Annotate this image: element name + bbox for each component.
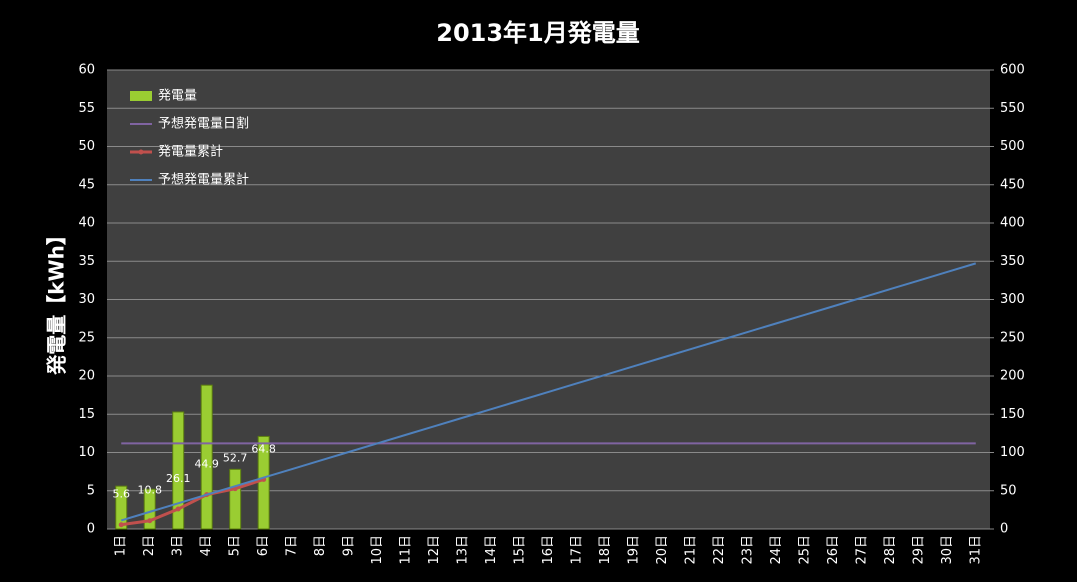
y-tick-label: 25 [78,330,95,345]
chart-title: 2013年1月発電量 [436,19,640,47]
marker [118,522,124,528]
x-tick-label: 23日 [740,535,755,565]
data-label: 5.6 [112,488,130,501]
x-tick-label: 29日 [911,535,926,565]
bar [200,384,213,530]
y-tick-label: 40 [78,216,95,231]
x-tick-label: 31日 [968,535,983,565]
legend-marker [138,149,144,155]
y-tick-label: 35 [78,254,95,269]
y2-tick-label: 400 [1000,216,1025,231]
x-tick-label: 15日 [513,535,528,565]
y2-tick-label: 450 [1000,177,1025,192]
x-tick-label: 26日 [826,535,841,565]
y-tick-label: 50 [78,139,95,154]
y-tick-label: 10 [78,445,95,460]
x-tick-label: 16日 [541,535,556,565]
x-tick-label: 20日 [655,535,670,565]
y-axis-label: 発電量【kWh】 [45,225,69,376]
x-tick-label: 27日 [854,535,869,565]
legend-label: 予想発電量累計 [158,172,249,188]
y2-tick-label: 350 [1000,254,1025,269]
x-tick-label: 13日 [456,535,471,565]
y2-tick-label: 600 [1000,63,1025,78]
bar [229,468,242,530]
x-tick-label: 9日 [342,535,357,556]
y-tick-label: 45 [78,177,95,192]
data-label: 10.8 [137,484,162,497]
bar [172,411,185,530]
y-tick-label: 30 [78,292,95,307]
legend-label: 予想発電量日割 [158,116,249,132]
bar [143,488,156,530]
y-tick-label: 5 [87,483,95,498]
y2-tick-label: 500 [1000,139,1025,154]
x-tick-label: 25日 [797,535,812,565]
y2-tick-label: 50 [1000,483,1017,498]
x-tick-label: 18日 [598,535,613,565]
x-tick-label: 12日 [427,535,442,565]
x-tick-label: 2日 [142,535,157,556]
x-tick-label: 17日 [569,535,584,565]
x-tick-label: 1日 [114,535,129,556]
y2-tick-label: 200 [1000,369,1025,384]
data-label: 44.9 [194,458,219,471]
x-tick-label: 5日 [228,535,243,556]
legend-label: 発電量累計 [158,144,223,160]
x-tick-label: 24日 [769,535,784,565]
marker [175,506,181,512]
x-tick-label: 7日 [285,535,300,556]
x-tick-label: 28日 [883,535,898,565]
y2-tick-label: 150 [1000,407,1025,422]
marker [147,518,153,524]
legend-swatch [130,91,152,101]
line [120,262,977,522]
y-tick-label: 55 [78,101,95,116]
y2-tick-label: 100 [1000,445,1025,460]
data-label: 64.8 [251,442,276,455]
line [121,478,265,527]
y2-tick-label: 250 [1000,330,1025,345]
y2-tick-label: 0 [1000,522,1008,537]
x-tick-label: 10日 [370,535,385,565]
x-tick-label: 4日 [199,535,214,556]
y-tick-label: 20 [78,369,95,384]
data-label: 52.7 [223,452,248,465]
x-tick-label: 6日 [256,535,271,556]
y-tick-label: 0 [87,522,95,537]
x-tick-label: 30日 [940,535,955,565]
x-tick-label: 8日 [313,535,328,556]
y-tick-label: 15 [78,407,95,422]
x-tick-label: 3日 [171,535,186,556]
x-tick-label: 21日 [683,535,698,565]
x-tick-label: 11日 [399,535,414,565]
x-tick-label: 14日 [484,535,499,565]
legend-label: 発電量 [158,89,197,104]
y2-tick-label: 550 [1000,101,1025,116]
y-tick-label: 60 [78,63,95,78]
y2-tick-label: 300 [1000,292,1025,307]
bar [115,485,128,530]
data-label: 26.1 [166,472,191,485]
x-tick-label: 19日 [626,535,641,565]
x-tick-label: 22日 [712,535,727,565]
